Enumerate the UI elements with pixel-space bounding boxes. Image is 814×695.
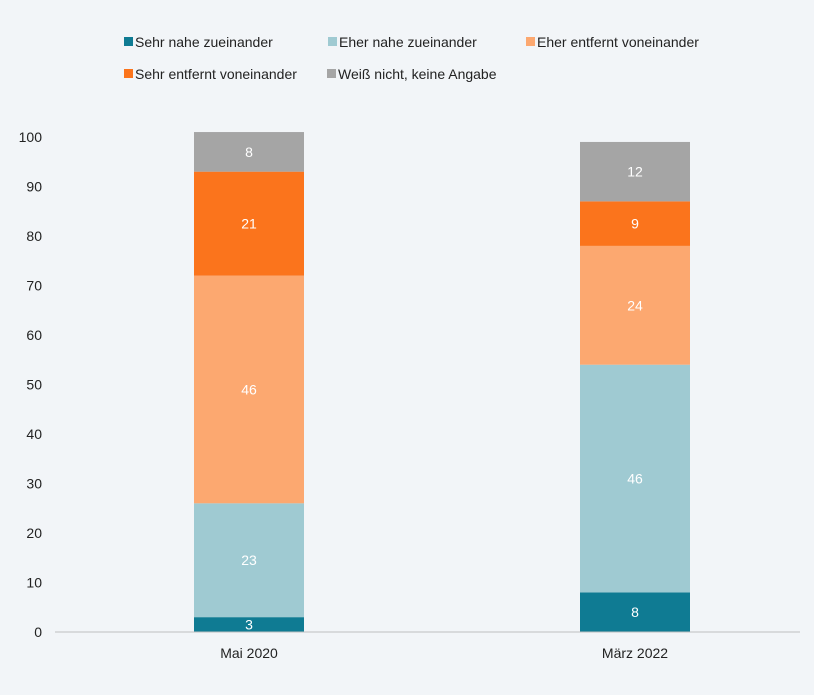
legend-item: Eher entfernt voneinander — [526, 34, 699, 50]
bar-segment — [194, 617, 304, 632]
bar-segment — [580, 245, 690, 365]
legend-swatch — [124, 69, 133, 78]
x-category-label: Mai 2020 — [220, 645, 278, 661]
legend-label: Eher nahe zueinander — [339, 34, 477, 50]
bar-stack: 3 23 46 21 8 — [194, 132, 304, 633]
data-label: 12 — [627, 164, 643, 180]
legend-swatch — [124, 37, 133, 46]
legend-label: Sehr entfernt voneinander — [135, 66, 297, 82]
data-label: 21 — [241, 216, 257, 232]
data-label: 46 — [627, 471, 643, 487]
bar-segment — [580, 364, 690, 593]
y-tick-label: 100 — [19, 129, 43, 145]
bars: 3 23 46 21 8 8 46 24 9 12 — [194, 132, 690, 633]
y-tick-label: 0 — [34, 624, 42, 640]
data-label: 46 — [241, 381, 257, 397]
legend-label: Sehr nahe zueinander — [135, 34, 273, 50]
legend-swatch — [327, 69, 336, 78]
legend-item: Weiß nicht, keine Angabe — [327, 66, 497, 82]
bar-segment — [194, 171, 304, 276]
bar-segment — [194, 503, 304, 618]
data-label: 23 — [241, 552, 257, 568]
legend-label: Weiß nicht, keine Angabe — [338, 66, 497, 82]
bar-segment — [580, 141, 690, 202]
legend: Sehr nahe zueinander Eher nahe zueinander… — [124, 34, 699, 82]
y-tick-label: 60 — [26, 327, 42, 343]
y-axis: 0 10 20 30 40 50 60 70 80 90 100 — [19, 129, 43, 640]
legend-swatch — [526, 37, 535, 46]
bar-stack: 8 46 24 9 12 — [580, 141, 690, 632]
y-tick-label: 90 — [26, 179, 42, 195]
legend-item: Eher nahe zueinander — [328, 34, 477, 50]
y-tick-label: 10 — [26, 575, 42, 591]
y-tick-label: 20 — [26, 525, 42, 541]
data-label: 8 — [631, 604, 639, 620]
y-tick-label: 50 — [26, 377, 42, 393]
x-axis: Mai 2020 März 2022 — [220, 645, 668, 661]
bar-segment — [194, 132, 304, 172]
legend-item: Sehr nahe zueinander — [124, 34, 273, 50]
y-tick-label: 70 — [26, 278, 42, 294]
bar-segment — [580, 201, 690, 246]
y-tick-label: 30 — [26, 476, 42, 492]
legend-swatch — [328, 37, 337, 46]
data-label: 3 — [245, 617, 253, 633]
bar-segment — [194, 275, 304, 504]
legend-label: Eher entfernt voneinander — [537, 34, 699, 50]
legend-item: Sehr entfernt voneinander — [124, 66, 297, 82]
x-category-label: März 2022 — [602, 645, 668, 661]
data-label: 24 — [627, 297, 643, 313]
bar-segment — [580, 592, 690, 632]
data-label: 9 — [631, 216, 639, 232]
y-tick-label: 40 — [26, 426, 42, 442]
data-label: 8 — [245, 144, 253, 160]
y-tick-label: 80 — [26, 228, 42, 244]
